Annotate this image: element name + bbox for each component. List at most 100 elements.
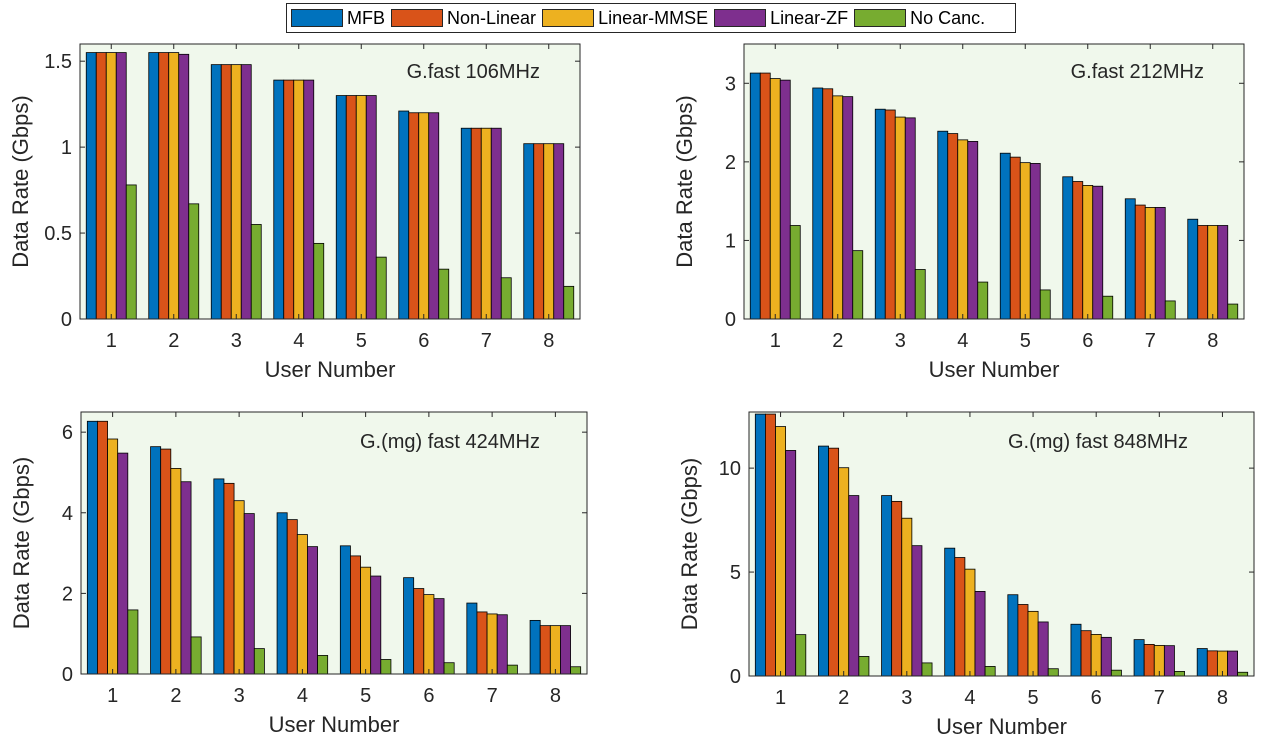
x-tick-label: 6 (1082, 330, 1093, 352)
bar-linear-mmse-user-7 (486, 613, 498, 675)
bar-non-linear-user-3 (884, 109, 896, 320)
bar-non-linear-user-6 (1080, 630, 1092, 677)
axes-box (748, 411, 1255, 677)
bar-linear-mmse-user-4 (296, 534, 308, 675)
bar-non-linear-user-6 (1072, 181, 1084, 320)
bar-mfb-user-3 (874, 108, 886, 320)
bar-mfb-user-5 (339, 545, 351, 675)
bar-non-linear-user-5 (1017, 604, 1029, 677)
bar-non-linear-user-1 (97, 420, 108, 675)
bar-no-canc--user-6 (438, 268, 450, 320)
x-tick-label: 7 (481, 330, 492, 352)
bar-no-canc--user-8 (570, 666, 582, 675)
legend-label: No Canc. (910, 7, 986, 28)
bar-linear-zf-user-3 (240, 64, 252, 320)
bar-no-canc--user-8 (1227, 303, 1239, 320)
x-tick-label: 8 (1217, 687, 1228, 709)
legend-label: MFB (347, 7, 385, 28)
bar-no-canc--user-8 (1237, 671, 1249, 677)
bar-non-linear-user-8 (1206, 650, 1218, 677)
legend-swatch (542, 9, 595, 27)
bar-mfb-user-2 (150, 446, 162, 675)
axes-box (743, 43, 1245, 320)
bar-non-linear-user-5 (345, 95, 357, 320)
bar-no-canc--user-3 (250, 224, 262, 320)
x-axis-label: User Number (269, 712, 400, 737)
bar-no-canc--user-7 (500, 277, 512, 320)
y-tick-label: 3 (725, 73, 736, 95)
bar-linear-zf-user-7 (1163, 645, 1175, 677)
bar-linear-zf-user-2 (178, 53, 190, 320)
y-tick-label: 0 (725, 309, 736, 331)
bar-non-linear-user-8 (533, 143, 545, 320)
y-tick-label: 1.5 (44, 51, 72, 73)
bar-no-canc--user-4 (313, 242, 325, 320)
bar-non-linear-user-8 (1197, 225, 1209, 320)
bar-linear-zf-user-3 (911, 545, 923, 677)
chart-annotation: G.(mg) fast 424MHz (360, 431, 540, 453)
bar-mfb-user-4 (944, 547, 956, 677)
bar-linear-zf-user-2 (848, 495, 860, 677)
x-tick-label: 5 (360, 685, 371, 707)
bar-linear-zf-user-8 (553, 143, 565, 320)
x-tick-label: 1 (106, 330, 117, 352)
bar-mfb-user-8 (1187, 218, 1199, 320)
bar-mfb-user-3 (881, 495, 893, 677)
legend-swatch (291, 9, 343, 27)
chart-3: 1 2 3 4 5 6 7 8 0 2 4 6 G.(mg) fast 424MHz User Numbe… (9, 411, 588, 737)
bar-mfb-user-2 (148, 52, 160, 320)
y-tick-label: 10 (719, 458, 741, 480)
bar-linear-zf-user-4 (307, 546, 318, 675)
bar-no-canc--user-1 (125, 184, 137, 320)
legend: MFB Non-Linear Linear-MMSE Linear-ZF No Canc… (286, 3, 1016, 33)
bar-no-canc--user-1 (127, 609, 139, 675)
bar-linear-zf-user-1 (785, 450, 797, 677)
bar-non-linear-user-8 (539, 625, 551, 675)
bar-linear-mmse-user-6 (1082, 185, 1094, 320)
bar-linear-zf-user-6 (1092, 185, 1104, 320)
bar-non-linear-user-7 (1143, 644, 1155, 677)
bar-linear-zf-user-5 (1037, 621, 1049, 677)
bar-no-canc--user-2 (188, 203, 200, 320)
x-tick-label: 2 (170, 685, 181, 707)
bar-linear-zf-user-5 (365, 95, 377, 320)
bar-no-canc--user-6 (1102, 295, 1114, 320)
bar-no-canc--user-3 (253, 648, 265, 675)
bar-mfb-user-4 (937, 130, 949, 320)
bar-linear-mmse-user-8 (1207, 225, 1219, 320)
x-tick-label: 4 (293, 330, 304, 352)
legend-label: Linear-MMSE (598, 7, 709, 28)
bar-linear-mmse-user-2 (838, 467, 850, 677)
x-tick-label: 3 (231, 330, 242, 352)
bar-non-linear-user-3 (220, 64, 232, 320)
y-axis-label: Data Rate (Gbps) (8, 95, 33, 267)
bar-mfb-user-8 (523, 143, 535, 320)
bar-linear-mmse-user-8 (549, 625, 561, 675)
bar-no-canc--user-5 (1047, 668, 1059, 677)
bar-mfb-user-5 (999, 152, 1011, 320)
bar-linear-zf-user-6 (433, 598, 445, 675)
bar-mfb-user-8 (529, 619, 541, 675)
x-tick-label: 6 (418, 330, 429, 352)
bar-linear-zf-user-8 (1227, 650, 1238, 677)
x-tick-label: 2 (832, 330, 843, 352)
x-tick-label: 5 (1020, 330, 1031, 352)
bar-no-canc--user-2 (190, 636, 202, 675)
y-tick-label: 2 (725, 152, 736, 174)
bar-linear-mmse-user-4 (964, 568, 976, 677)
legend-label: Linear-ZF (770, 7, 849, 28)
x-tick-label: 4 (957, 330, 968, 352)
bar-non-linear-user-7 (476, 611, 488, 675)
bar-non-linear-user-1 (765, 413, 776, 677)
x-tick-label: 4 (964, 687, 975, 709)
bar-linear-mmse-user-7 (480, 127, 492, 320)
bar-no-canc--user-4 (984, 666, 996, 677)
bar-non-linear-user-2 (160, 448, 172, 675)
bar-mfb-user-6 (1070, 623, 1082, 677)
bar-non-linear-user-4 (283, 79, 295, 320)
bar-mfb-user-7 (460, 127, 472, 320)
bar-mfb-user-2 (818, 445, 829, 677)
bar-linear-zf-user-2 (842, 96, 854, 320)
x-tick-label: 7 (1154, 687, 1165, 709)
bar-mfb-user-6 (1062, 176, 1074, 320)
